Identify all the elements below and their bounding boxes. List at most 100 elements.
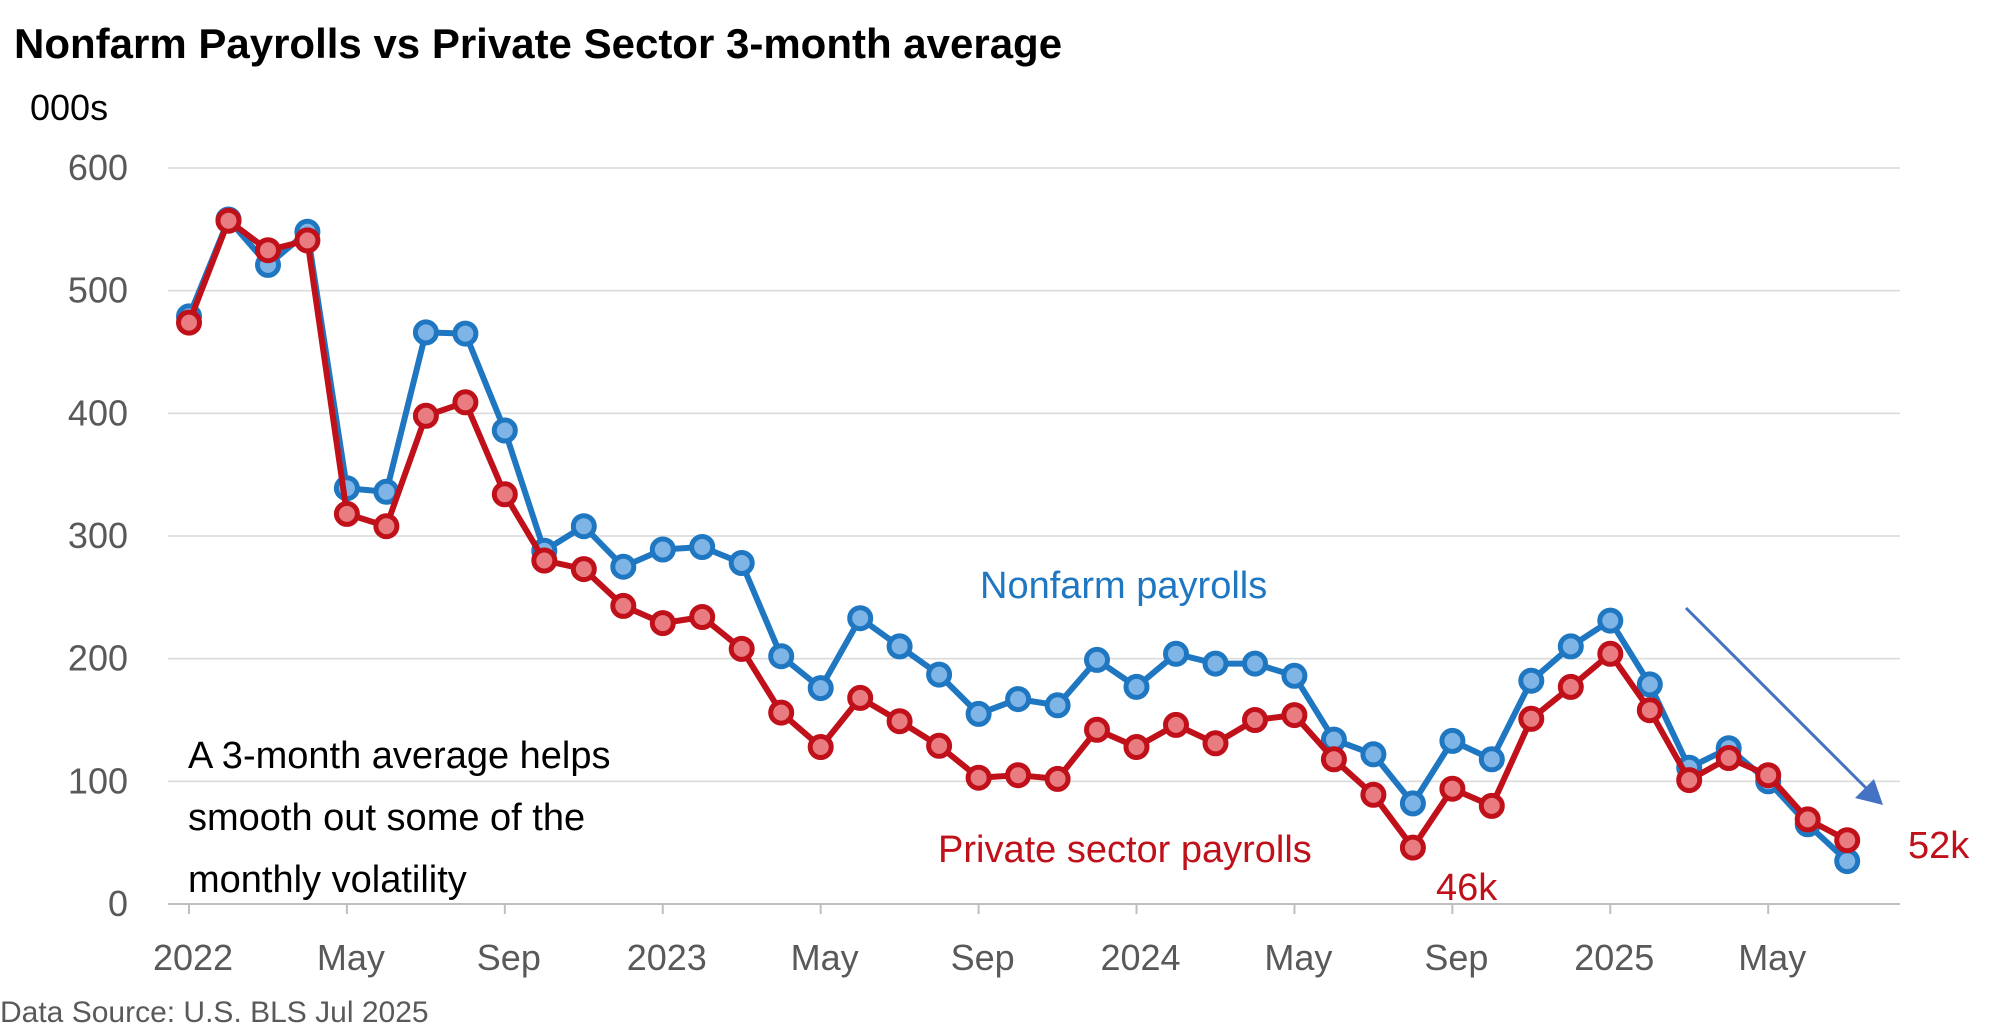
data-point-1-15 xyxy=(768,699,795,726)
x-tick-label-2: Sep xyxy=(477,937,541,978)
data-point-1-9 xyxy=(531,547,558,574)
data-point-0-21 xyxy=(1005,686,1032,713)
y-tick-label-400: 400 xyxy=(68,392,128,433)
series-label-private: Private sector payrolls xyxy=(938,829,1312,871)
series-1 xyxy=(176,207,1861,861)
data-point-0-24 xyxy=(1123,673,1150,700)
data-point-0-26 xyxy=(1202,650,1229,677)
data-point-0-7 xyxy=(452,320,479,347)
data-point-0-17 xyxy=(847,605,874,632)
data-point-1-31 xyxy=(1399,834,1426,861)
data-point-1-5 xyxy=(373,513,400,540)
x-tick-label-10: May xyxy=(1738,937,1806,978)
data-point-0-10 xyxy=(570,513,597,540)
data-point-1-33 xyxy=(1478,792,1505,819)
data-point-0-33 xyxy=(1478,746,1505,773)
data-point-1-18 xyxy=(886,708,913,735)
x-tick-label-3: 2023 xyxy=(627,937,707,978)
chart-title: Nonfarm Payrolls vs Private Sector 3-mon… xyxy=(14,20,1062,67)
y-tick-label-0: 0 xyxy=(108,883,128,924)
data-point-1-30 xyxy=(1360,781,1387,808)
last-point-label: 52k xyxy=(1908,825,1970,867)
data-point-1-36 xyxy=(1597,640,1624,667)
trend-arrow xyxy=(1684,606,1883,805)
data-point-1-2 xyxy=(255,237,281,264)
x-tick-label-1: May xyxy=(317,937,385,978)
data-point-1-38 xyxy=(1676,767,1703,794)
data-point-1-8 xyxy=(491,481,518,508)
data-point-1-0 xyxy=(176,309,202,336)
data-point-1-19 xyxy=(926,732,953,759)
data-point-1-10 xyxy=(570,556,597,583)
data-point-1-12 xyxy=(649,610,676,637)
series-label-nonfarm: Nonfarm payrolls xyxy=(980,565,1267,607)
data-point-1-28 xyxy=(1281,702,1308,729)
data-point-0-11 xyxy=(610,553,637,580)
trend-arrow-head xyxy=(1855,779,1883,805)
data-point-0-22 xyxy=(1044,692,1071,719)
annotation-note-line-1: A 3-month average helps xyxy=(188,735,611,777)
data-source: Data Source: U.S. BLS Jul 2025 xyxy=(0,996,429,1029)
y-tick-label-600: 600 xyxy=(68,147,128,188)
y-tick-label-100: 100 xyxy=(68,760,128,801)
data-point-1-11 xyxy=(610,592,637,619)
data-point-1-14 xyxy=(728,635,755,662)
data-point-1-22 xyxy=(1044,765,1071,792)
data-point-1-40 xyxy=(1755,762,1782,789)
annotation-note-line-3: monthly volatility xyxy=(188,859,467,901)
data-point-0-13 xyxy=(689,534,716,560)
data-point-1-17 xyxy=(847,684,874,711)
data-point-1-21 xyxy=(1005,762,1032,789)
data-point-1-35 xyxy=(1557,673,1584,700)
y-axis-ticks: 0 100 200 300 400 500 600 xyxy=(68,147,128,924)
trend-arrow-line xyxy=(1684,606,1868,790)
gridlines xyxy=(168,167,1900,905)
data-point-0-15 xyxy=(768,643,795,670)
data-point-1-42 xyxy=(1834,827,1861,854)
data-point-1-24 xyxy=(1123,734,1150,760)
data-point-0-30 xyxy=(1360,741,1387,768)
x-tick-label-4: May xyxy=(791,937,859,978)
data-point-0-6 xyxy=(412,319,439,346)
series-layer xyxy=(176,206,1861,875)
x-tick-label-5: Sep xyxy=(951,937,1015,978)
data-point-0-16 xyxy=(807,675,834,702)
data-point-0-19 xyxy=(926,661,953,688)
x-axis-ticks: 2022 May Sep 2023 May Sep 2024 May Sep 2025 May xyxy=(153,904,1806,978)
data-point-0-42 xyxy=(1834,848,1861,875)
data-point-1-1 xyxy=(215,207,242,234)
data-point-0-23 xyxy=(1084,646,1110,673)
data-point-1-34 xyxy=(1518,705,1545,732)
data-point-0-18 xyxy=(886,633,913,660)
data-point-1-6 xyxy=(412,402,439,429)
annotation-note-line-2: smooth out some of the xyxy=(188,797,585,839)
data-point-0-37 xyxy=(1636,671,1663,698)
low-point-label: 46k xyxy=(1436,867,1498,909)
data-point-1-26 xyxy=(1202,730,1229,757)
data-point-1-41 xyxy=(1794,806,1821,833)
data-point-0-35 xyxy=(1557,633,1584,660)
annotation-note: A 3-month average helps smooth out some … xyxy=(188,735,611,901)
data-point-1-3 xyxy=(294,227,321,254)
data-point-1-37 xyxy=(1636,697,1663,724)
y-axis-unit-label: 000s xyxy=(30,87,108,128)
y-tick-label-200: 200 xyxy=(68,638,128,679)
data-point-0-31 xyxy=(1399,790,1426,817)
data-point-1-27 xyxy=(1242,707,1268,733)
data-point-0-36 xyxy=(1597,607,1624,634)
data-point-0-32 xyxy=(1439,727,1466,754)
data-point-0-28 xyxy=(1281,662,1308,689)
y-tick-label-300: 300 xyxy=(68,515,128,556)
data-point-1-23 xyxy=(1084,716,1110,743)
x-tick-label-9: 2025 xyxy=(1574,937,1654,978)
data-point-1-29 xyxy=(1320,746,1347,773)
data-point-1-25 xyxy=(1163,711,1189,738)
x-tick-label-8: Sep xyxy=(1424,937,1488,978)
data-point-0-34 xyxy=(1518,667,1545,694)
data-point-1-39 xyxy=(1715,745,1742,771)
data-point-1-32 xyxy=(1439,775,1466,802)
data-point-1-13 xyxy=(689,604,716,630)
data-point-0-12 xyxy=(649,536,676,563)
data-point-0-14 xyxy=(728,550,755,576)
